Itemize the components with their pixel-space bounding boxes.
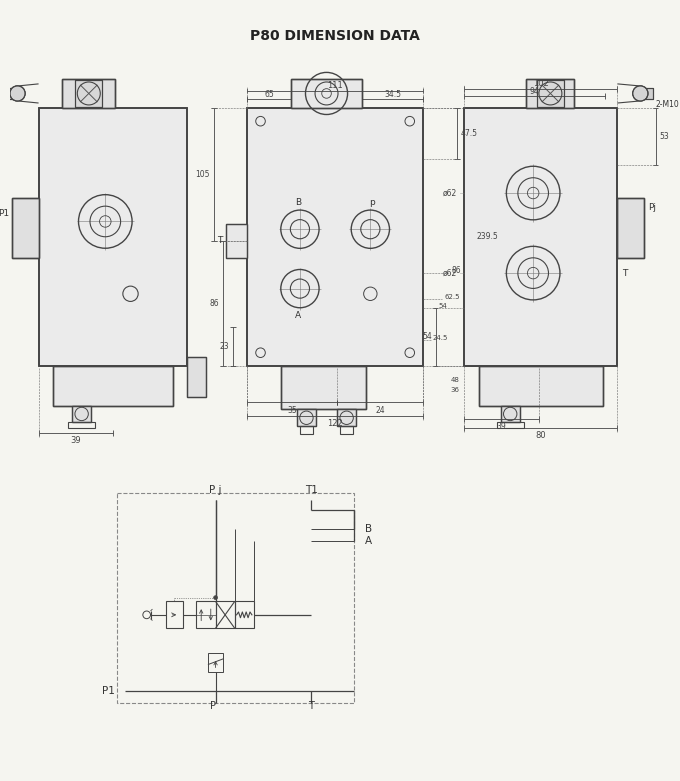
- Text: 94: 94: [530, 87, 540, 96]
- Text: 47.5: 47.5: [460, 129, 477, 138]
- Bar: [641, 87, 653, 99]
- Bar: [75, 80, 102, 107]
- Text: 24: 24: [375, 405, 385, 415]
- Bar: [300, 426, 313, 434]
- Bar: [617, 198, 644, 258]
- Text: ø62: ø62: [443, 269, 457, 277]
- Text: P: P: [209, 701, 216, 711]
- Bar: [537, 80, 564, 107]
- Circle shape: [214, 596, 218, 600]
- Bar: [39, 108, 187, 366]
- Bar: [68, 422, 95, 428]
- Text: 122: 122: [327, 419, 343, 428]
- Bar: [75, 80, 102, 107]
- Bar: [291, 79, 362, 108]
- Text: 54: 54: [439, 303, 447, 309]
- Bar: [72, 406, 91, 422]
- Bar: [617, 198, 644, 258]
- Text: 239.5: 239.5: [477, 233, 498, 241]
- Bar: [281, 366, 366, 409]
- Bar: [464, 108, 617, 366]
- Text: 105: 105: [195, 169, 210, 179]
- Text: 65: 65: [265, 90, 274, 99]
- Text: T: T: [308, 701, 314, 711]
- Text: 48: 48: [451, 377, 460, 383]
- Text: 53: 53: [660, 132, 669, 141]
- Bar: [12, 198, 39, 258]
- Bar: [72, 406, 91, 422]
- Bar: [53, 366, 173, 406]
- Bar: [5, 87, 18, 99]
- Bar: [187, 357, 206, 397]
- Bar: [537, 80, 564, 107]
- Text: 35: 35: [287, 405, 297, 415]
- Text: P1: P1: [0, 209, 10, 218]
- Bar: [479, 366, 603, 406]
- Bar: [281, 366, 366, 409]
- Text: 62.5: 62.5: [444, 294, 460, 300]
- Bar: [12, 198, 39, 258]
- Bar: [247, 108, 423, 366]
- Text: T1: T1: [305, 486, 318, 495]
- Bar: [166, 601, 183, 628]
- Text: 39: 39: [496, 422, 507, 431]
- Text: 86: 86: [209, 299, 220, 308]
- Text: 36: 36: [451, 387, 460, 393]
- Text: P80 DIMENSION DATA: P80 DIMENSION DATA: [250, 29, 420, 43]
- Bar: [479, 366, 603, 406]
- Bar: [297, 409, 316, 426]
- Text: T: T: [217, 237, 222, 245]
- Bar: [497, 422, 524, 428]
- Bar: [641, 87, 653, 99]
- Text: 86: 86: [452, 266, 462, 275]
- Circle shape: [632, 86, 648, 101]
- Bar: [5, 87, 18, 99]
- Text: 54: 54: [422, 333, 432, 341]
- Bar: [464, 108, 617, 366]
- Text: 111: 111: [327, 81, 343, 91]
- Bar: [526, 79, 575, 108]
- Bar: [337, 409, 356, 426]
- Bar: [500, 406, 520, 422]
- Text: 102: 102: [533, 80, 549, 88]
- Bar: [247, 108, 423, 366]
- Text: 39: 39: [70, 437, 81, 445]
- Bar: [53, 366, 173, 406]
- Text: Pj: Pj: [648, 203, 656, 212]
- Text: 2-M10: 2-M10: [656, 101, 679, 109]
- Circle shape: [10, 86, 25, 101]
- Bar: [117, 494, 354, 703]
- Bar: [226, 224, 247, 258]
- Text: P1: P1: [102, 686, 115, 697]
- Text: A: A: [295, 311, 301, 320]
- Text: A: A: [364, 537, 372, 546]
- Text: T: T: [622, 269, 628, 277]
- Bar: [197, 601, 216, 628]
- Bar: [526, 79, 575, 108]
- Bar: [235, 601, 254, 628]
- Bar: [63, 79, 115, 108]
- Text: B: B: [295, 198, 301, 207]
- Bar: [63, 79, 115, 108]
- Text: 80: 80: [536, 431, 546, 440]
- Bar: [208, 653, 223, 672]
- Bar: [337, 409, 356, 426]
- Bar: [340, 426, 354, 434]
- Bar: [39, 108, 187, 366]
- Bar: [297, 409, 316, 426]
- Text: 24.5: 24.5: [432, 335, 448, 341]
- Text: 23: 23: [220, 342, 229, 351]
- Bar: [500, 406, 520, 422]
- Text: P j: P j: [209, 486, 222, 495]
- Text: 34.5: 34.5: [384, 90, 401, 99]
- Text: ø62: ø62: [443, 188, 457, 198]
- Bar: [187, 357, 206, 397]
- Text: B: B: [364, 524, 372, 533]
- Bar: [216, 601, 235, 628]
- Bar: [291, 79, 362, 108]
- Text: p: p: [369, 198, 375, 207]
- Bar: [226, 224, 247, 258]
